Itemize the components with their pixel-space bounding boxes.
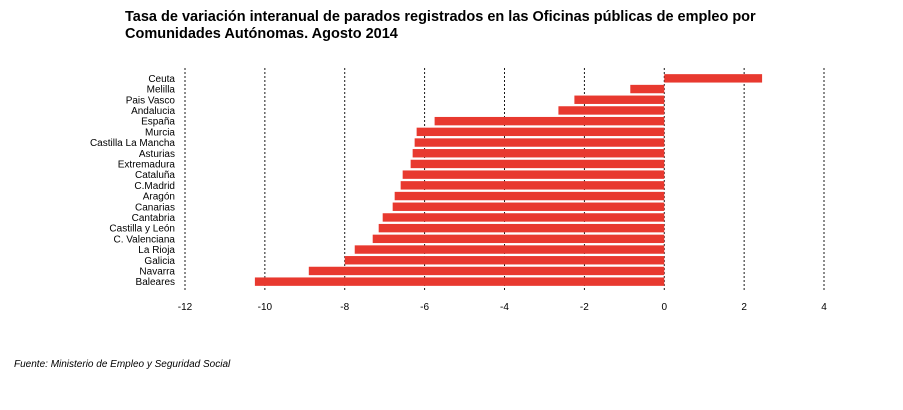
category-label: Murcia — [145, 127, 175, 138]
chart-title: Tasa de variación interanual de parados … — [125, 9, 756, 42]
bar — [574, 95, 665, 104]
category-label: Asturias — [139, 149, 175, 160]
category-label: Pais Vasco — [126, 95, 176, 106]
category-label: La Rioja — [138, 245, 175, 256]
x-axis-ticks: -12 -10 -8 -6 -4 -2 0 2 4 — [178, 302, 827, 313]
bar — [308, 266, 665, 276]
category-label: Extremadura — [118, 159, 176, 170]
category-label: Castilla La Mancha — [90, 138, 175, 149]
bar — [372, 234, 665, 244]
category-label: Navarra — [139, 266, 175, 277]
bar — [664, 74, 763, 83]
category-label: España — [141, 117, 175, 128]
bar — [382, 213, 665, 222]
category-label: Andalucia — [131, 106, 175, 117]
bar — [434, 116, 665, 126]
bar — [558, 106, 665, 115]
x-tick-label: -12 — [178, 302, 193, 313]
category-label: Aragón — [143, 192, 175, 203]
bar — [410, 159, 665, 169]
x-tick-label: 2 — [741, 302, 747, 313]
bar — [402, 170, 665, 179]
bar — [354, 245, 665, 254]
bar — [416, 127, 665, 137]
x-tick-label: -6 — [420, 302, 429, 313]
category-label: Castilla y León — [109, 224, 175, 235]
x-tick-label: -8 — [340, 302, 349, 313]
bar — [394, 191, 665, 201]
category-label: Cataluña — [135, 170, 175, 181]
bar — [412, 149, 665, 158]
bar — [344, 256, 665, 265]
category-label: Galicia — [144, 256, 175, 267]
x-tick-label: 0 — [661, 302, 667, 313]
source-note: Fuente: Ministerio de Empleo y Seguridad… — [14, 359, 231, 370]
bar — [400, 181, 665, 190]
x-tick-label: -4 — [500, 302, 509, 313]
x-tick-label: -2 — [580, 302, 589, 313]
x-tick-label: 4 — [821, 302, 827, 313]
gridlines — [184, 68, 825, 291]
bar — [254, 277, 665, 286]
category-label: Canarias — [135, 202, 175, 213]
category-label: Baleares — [136, 277, 175, 288]
x-tick-label: -10 — [258, 302, 273, 313]
category-label: C.Madrid — [134, 181, 175, 192]
category-label: C. Valenciana — [113, 234, 175, 245]
bars — [254, 74, 763, 286]
category-label: Cantabria — [132, 213, 176, 224]
bar — [414, 138, 665, 147]
bar — [392, 202, 665, 211]
category-label: Melilla — [147, 85, 176, 96]
category-label: Ceuta — [148, 74, 175, 85]
bar — [378, 223, 665, 233]
bar — [630, 84, 665, 94]
